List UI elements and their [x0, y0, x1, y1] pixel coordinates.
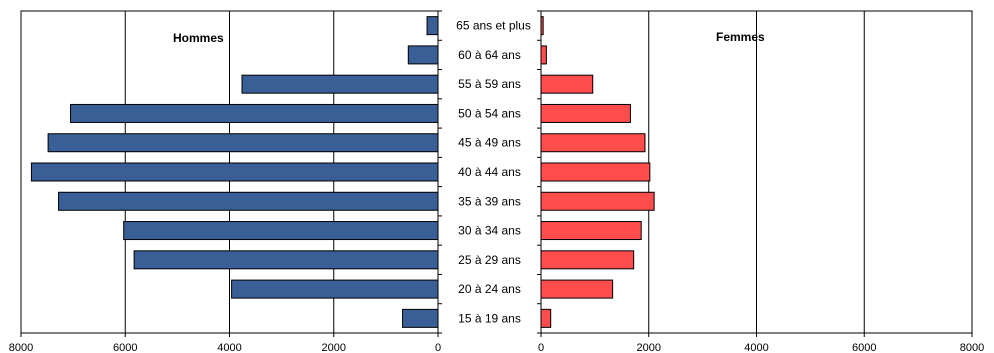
age-group-label: 25 à 29 ans [458, 253, 521, 267]
women-x-tick-label: 2000 [637, 342, 661, 353]
women-x-tick-label: 0 [538, 342, 544, 353]
men-bar [47, 133, 439, 153]
men-x-tick-label: 8000 [9, 342, 33, 353]
age-group-label: 55 à 59 ans [458, 77, 521, 91]
women-x-tick-label: 8000 [960, 342, 984, 353]
men-x-tick-label: 0 [435, 342, 441, 353]
men-bar [30, 162, 439, 182]
age-group-label: 30 à 34 ans [458, 224, 521, 238]
women-bar [540, 191, 655, 211]
age-group-labels: 65 ans et plus 60 à 64 ans 55 à 59 ans 50 à… [456, 19, 531, 326]
age-group-label: 20 à 24 ans [458, 282, 521, 296]
men-bar [402, 308, 439, 328]
women-x-tick-label: 6000 [852, 342, 876, 353]
age-group-label: 60 à 64 ans [458, 48, 521, 62]
men-bar [133, 250, 439, 270]
women-bar [540, 133, 646, 153]
men-bar [70, 103, 439, 123]
men-bar [426, 16, 439, 36]
men-x-tick-label: 2000 [322, 342, 346, 353]
men-x-tick-label: 4000 [217, 342, 241, 353]
men-bar [407, 45, 439, 65]
women-bar [540, 103, 631, 123]
men-bar [58, 191, 439, 211]
women-x-tick-label: 4000 [744, 342, 768, 353]
women-bar [540, 279, 614, 299]
women-bar [540, 250, 635, 270]
women-bar [540, 74, 594, 94]
men-bar [123, 221, 439, 241]
women-bar [540, 16, 544, 36]
age-group-label: 15 à 19 ans [458, 311, 521, 325]
men-bar [241, 74, 439, 94]
women-bar [540, 162, 651, 182]
men-series-title: Hommes [173, 31, 224, 45]
age-group-label: 35 à 39 ans [458, 194, 521, 208]
women-panel: 0 2000 4000 6000 8000 [537, 10, 984, 353]
men-bar [231, 279, 439, 299]
women-bar [540, 308, 552, 328]
women-series-title: Femmes [716, 30, 765, 44]
men-x-tick-label: 6000 [113, 342, 137, 353]
age-group-label: 40 à 44 ans [458, 165, 521, 179]
women-bar [540, 45, 547, 65]
women-bar [540, 221, 642, 241]
age-group-label: 65 ans et plus [456, 19, 531, 33]
men-panel: 8000 6000 4000 2000 0 [9, 10, 442, 353]
age-group-label: 45 à 49 ans [458, 136, 521, 150]
age-group-label: 50 à 54 ans [458, 106, 521, 120]
